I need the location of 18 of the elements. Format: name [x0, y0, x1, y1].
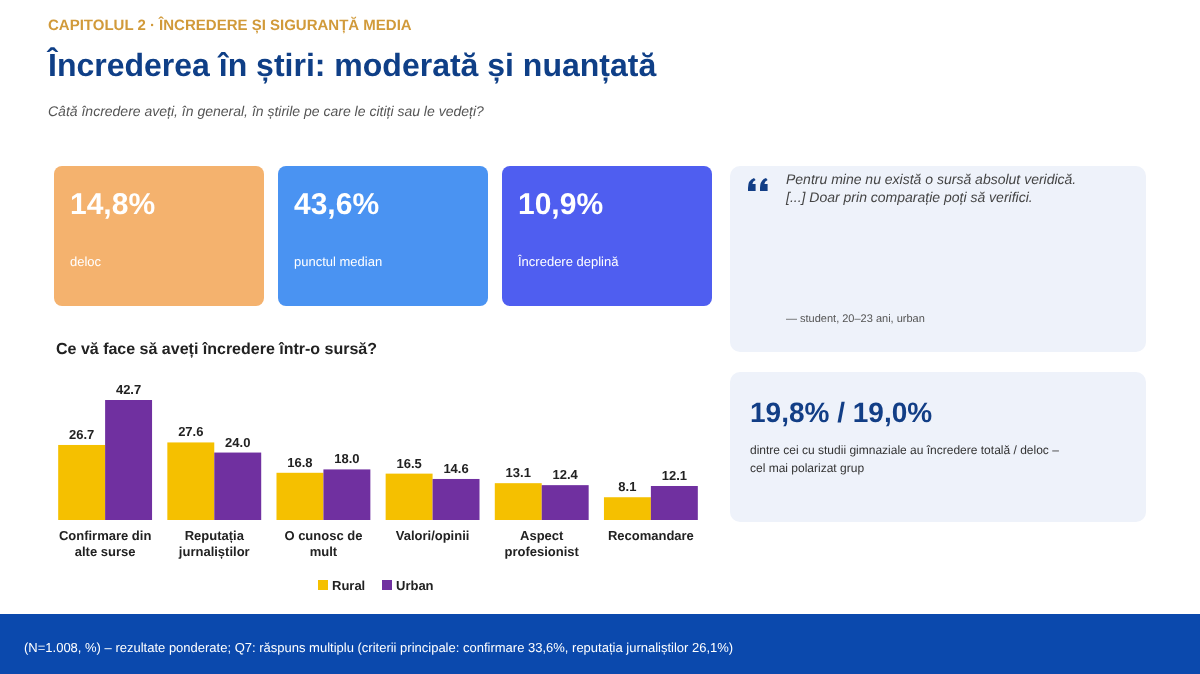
- text: 14,8%: [70, 188, 156, 222]
- text: 10,9%: [518, 188, 604, 222]
- bar: [276, 472, 324, 520]
- bar: [323, 469, 371, 520]
- text: Încrederea în știri: moderată și nuanțată: [46, 46, 657, 84]
- bar: [494, 483, 542, 520]
- bar: [214, 452, 262, 520]
- bar: [105, 400, 153, 520]
- bar: [167, 442, 215, 520]
- bar: [603, 497, 651, 520]
- chart-title: Ce vă face să aveți încredere într-o sursă?: [56, 340, 378, 358]
- bar: [541, 485, 589, 520]
- text: 43,6%: [294, 188, 380, 222]
- text: 19,8% / 19,0%: [750, 396, 934, 428]
- bar: [385, 473, 433, 520]
- bar: [432, 478, 480, 520]
- bar: [650, 486, 698, 520]
- bar: [58, 444, 106, 520]
